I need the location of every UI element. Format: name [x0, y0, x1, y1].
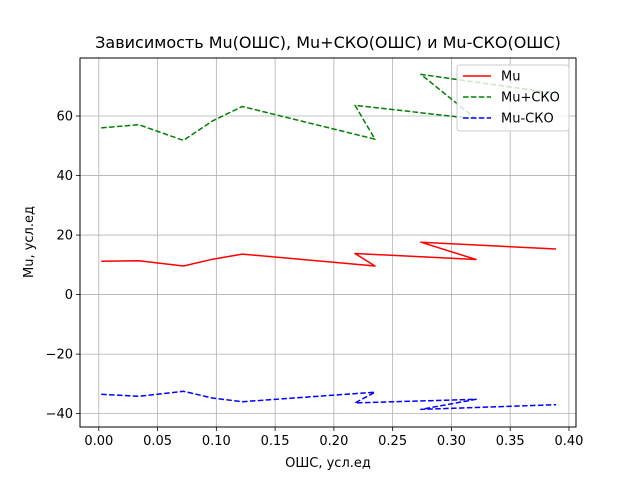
chart-title: Зависимость Mu(ОШС), Mu+СКО(ОШС) и Mu-СК…: [95, 33, 561, 52]
legend-label-1: Mu: [501, 70, 520, 85]
legend-box: [456, 64, 570, 132]
legend-label-2: Mu+СКО: [501, 91, 560, 106]
x-tick-label: 0.40: [554, 434, 583, 449]
x-tick-label: 0.15: [261, 434, 290, 449]
y-tick-label: 0: [65, 288, 73, 303]
x-axis-label: ОШС, усл.ед: [285, 456, 371, 471]
y-tick-label: −40: [46, 407, 73, 422]
y-axis-label: Mu, усл.ед: [22, 206, 37, 278]
series-line-1: [101, 241, 557, 267]
x-tick-label: 0.20: [319, 434, 348, 449]
y-tick-label: 20: [56, 229, 73, 244]
series-lines: [101, 73, 557, 411]
legend-label-3: Mu-СКО: [501, 112, 554, 127]
series-line-2: [101, 73, 557, 142]
y-tick-label: 60: [56, 110, 73, 125]
plot-frame: [79, 57, 577, 428]
x-tick-label: 0.35: [496, 434, 525, 449]
x-tick-label: 0.10: [202, 434, 231, 449]
x-tick-label: 0.30: [437, 434, 466, 449]
x-tick-label: 0.25: [378, 434, 407, 449]
y-tick-label: −20: [46, 348, 73, 363]
y-axis-ticks: −40 −20 0 20 40 60: [46, 110, 80, 422]
series-line-3: [101, 390, 557, 411]
x-tick-label: 0.00: [84, 434, 113, 449]
y-tick-label: 40: [56, 169, 73, 184]
x-axis-ticks: 0.00 0.05 0.10 0.15 0.20 0.25 0.30 0.35 0.40: [84, 427, 583, 449]
legend: Mu Mu+СКО Mu-СКО: [456, 64, 570, 132]
x-tick-label: 0.05: [143, 434, 172, 449]
